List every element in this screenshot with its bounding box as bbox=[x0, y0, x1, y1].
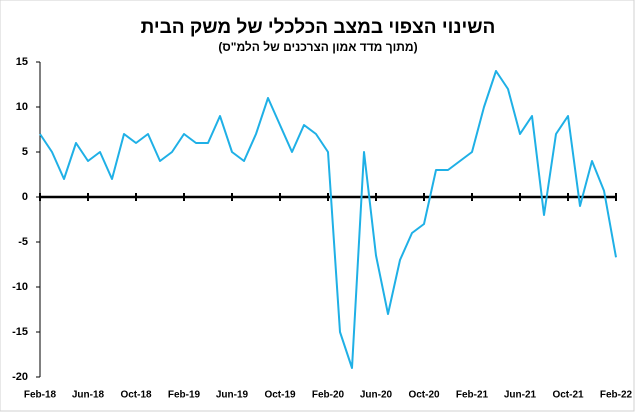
y-tick-label: 0 bbox=[22, 191, 28, 203]
x-tick-label: Oct-20 bbox=[408, 390, 440, 401]
x-tick-label: Jun-18 bbox=[72, 390, 105, 401]
data-line bbox=[39, 70, 617, 369]
x-tick-label: Jun-21 bbox=[504, 390, 537, 401]
x-tick-label: Jun-19 bbox=[216, 390, 249, 401]
x-tick-label: Oct-21 bbox=[552, 390, 584, 401]
y-tick-label: 5 bbox=[22, 146, 28, 158]
chart-subtitle: (מתוך מדד אמון הצרכנים של הלמ"ס) bbox=[218, 40, 417, 54]
y-tick-label: -20 bbox=[12, 371, 28, 383]
x-tick-label: Feb-19 bbox=[168, 390, 201, 401]
chart-title: השינוי הצפוי במצב הכלכלי של משק הבית bbox=[141, 17, 496, 38]
x-tick-label: Feb-18 bbox=[24, 390, 57, 401]
y-tick-label: 15 bbox=[16, 56, 28, 68]
y-tick-label: 10 bbox=[16, 101, 28, 113]
y-tick-label: -5 bbox=[18, 236, 28, 248]
x-tick-label: Jun-20 bbox=[360, 390, 393, 401]
x-tick-label: Oct-19 bbox=[264, 390, 296, 401]
x-tick-label: Feb-22 bbox=[600, 390, 633, 401]
x-tick-label: Oct-18 bbox=[120, 390, 152, 401]
y-tick-label: -15 bbox=[12, 326, 28, 338]
x-tick-label: Feb-20 bbox=[312, 390, 345, 401]
y-tick-label: -10 bbox=[12, 281, 28, 293]
x-tick-label: Feb-21 bbox=[456, 390, 489, 401]
